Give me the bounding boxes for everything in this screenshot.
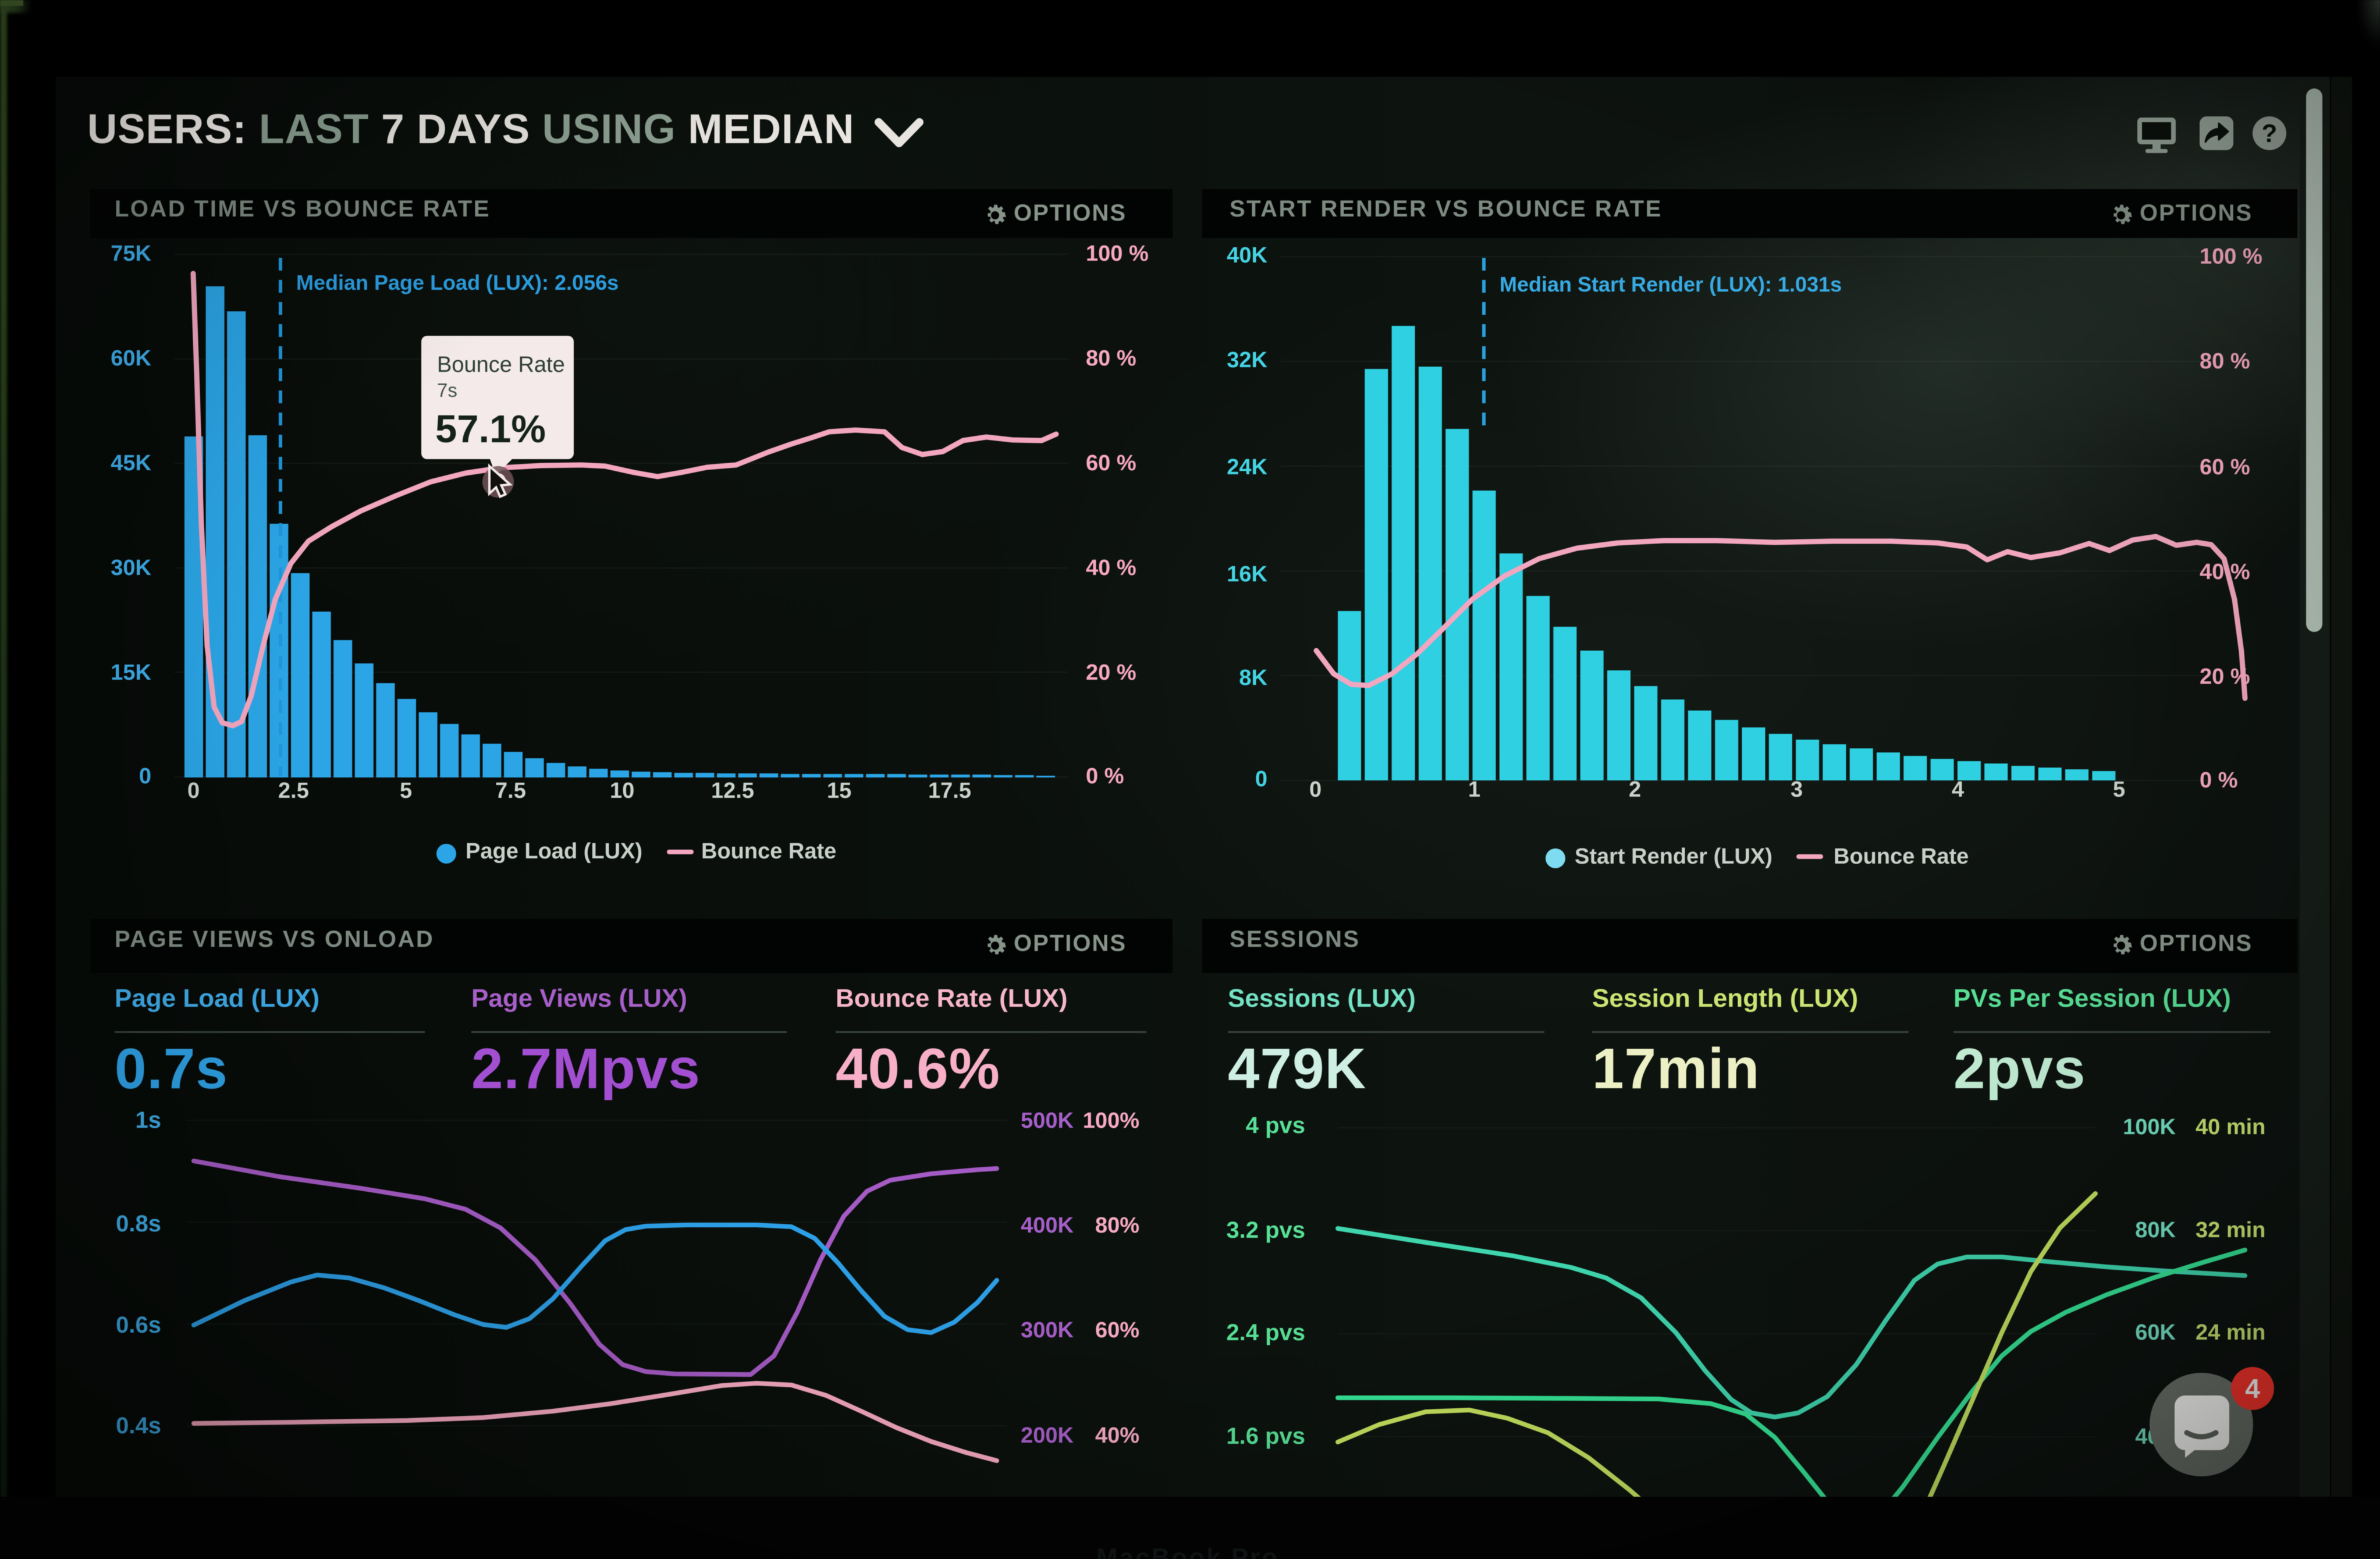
svg-text:57.1%: 57.1% [435, 407, 546, 451]
svg-text:Median Start Render (LUX): 1.0: Median Start Render (LUX): 1.031s [1500, 272, 1842, 296]
svg-text:?: ? [2262, 119, 2278, 148]
svg-text:4: 4 [2245, 1373, 2260, 1404]
svg-text:Median Page Load (LUX): 2.056s: Median Page Load (LUX): 2.056s [296, 271, 619, 294]
svg-text:Bounce Rate: Bounce Rate [437, 353, 565, 377]
svg-text:7s: 7s [437, 379, 457, 401]
